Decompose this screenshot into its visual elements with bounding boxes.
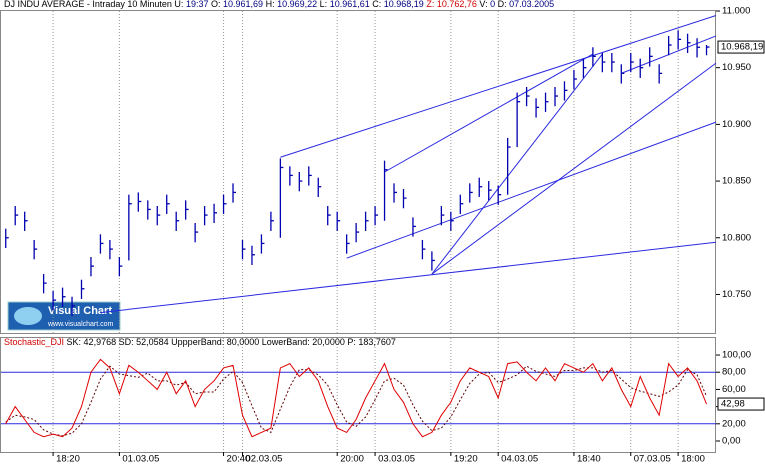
stochastic-panel [0,337,716,453]
logo-url: www.visualchart.com [47,321,114,328]
panel-header: Stochastic_DJI SK: 42,9768 SD: 52,0584 U… [4,337,396,347]
last-value-label: 42,98 [721,399,745,410]
x-tick-label: 03.03.05 [378,454,415,464]
x-tick-label: 18:20 [56,454,80,464]
logo-title: Visual Chart [48,305,112,317]
y-tick-label: 10.900 [722,119,751,130]
x-tick-label: 07.03.05 [634,454,671,464]
header-field-value: 19:37 [186,0,209,9]
header-field: SK: 42,9768 [67,337,117,347]
header-field: LowerBand: 20,0000 [262,337,345,347]
trend-line [384,53,594,173]
x-tick-label: 01.03.05 [122,454,159,464]
header-field-label: U: [174,0,183,9]
x-tick-label: 02.03.05 [245,454,282,464]
trend-line [280,15,717,158]
x-tick-label: 20:00 [340,454,364,464]
y-tick-label: 60,00 [722,384,746,395]
trend-line [100,241,717,314]
x-tick-label: 18:00 [681,454,705,464]
header-field-value: 10.961,61 [330,0,370,9]
stochastic-line [5,358,707,438]
stochastic-line [5,365,707,437]
header-field: SD: 52,0584 [119,337,169,347]
last-value-box [717,397,765,411]
header-field-label: D: [498,0,507,9]
header-field-value: 10.968,19 [384,0,424,9]
y-tick-label: 20,00 [722,418,746,429]
trend-line [346,121,717,259]
header-field-value: 10.961,69 [223,0,263,9]
price-panel [0,10,716,334]
header-field-value: 0 [490,0,495,9]
x-tick-label: 19:20 [454,454,478,464]
last-value-label: 10.968,19 [721,42,763,53]
panel-header: DJ INDU AVERAGE - Intraday 10 Minuten U:… [4,0,554,9]
logo: Visual Chart www.visualchart.com [7,301,121,331]
x-tick-label: 18:40 [577,454,601,464]
y-tick-label: 11.000 [722,6,750,17]
trend-line [431,62,717,275]
header-title: Stochastic_DJI [4,337,64,347]
header-field-label: L: [320,0,328,9]
y-tick-label: 10.800 [722,232,751,243]
header-field-label: O: [211,0,221,9]
header-field-value: 10.969,22 [277,0,317,9]
y-tick-label: 100,00 [722,350,751,361]
trend-line [431,53,603,275]
header-field-label: H: [266,0,275,9]
last-value-box [717,40,765,54]
logo-icon [14,307,42,325]
header-field-label: C: [372,0,381,9]
header-field-label: V: [479,0,487,9]
y-tick-label: 0,00 [722,436,741,447]
header-title: DJ INDU AVERAGE - Intraday 10 Minuten [4,0,172,9]
x-tick-label: 20:40 [227,454,251,464]
header-field-value: 07.03.2005 [509,0,554,9]
x-tick-label: 04.03.05 [501,454,538,464]
y-tick-label: 80,00 [722,367,746,378]
header-field-label: Z: [426,0,434,9]
y-tick-label: 10.750 [722,289,751,300]
header-field: UppperBand: 80,0000 [171,337,259,347]
header-field: P: 183,7607 [347,337,396,347]
header-field-value: 10.762,76 [437,0,477,9]
y-tick-label: 10.950 [722,62,751,73]
y-tick-label: 10.850 [722,176,751,187]
